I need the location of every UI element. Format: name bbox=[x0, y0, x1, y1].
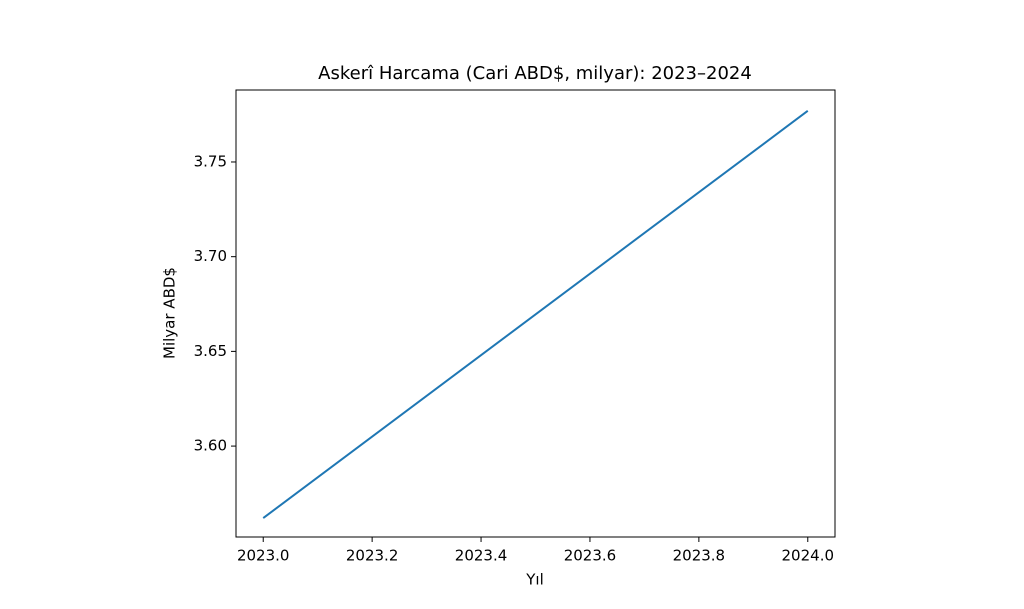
plot-frame bbox=[235, 89, 836, 538]
y-tick-label: 3.75 bbox=[194, 152, 227, 170]
x-tick-label: 2024.0 bbox=[782, 547, 835, 565]
x-tick-label: 2023.2 bbox=[346, 547, 399, 565]
y-tick-label: 3.60 bbox=[194, 437, 227, 455]
x-axis-label: Yıl bbox=[525, 571, 544, 589]
y-tick-label: 3.65 bbox=[194, 342, 227, 360]
x-tick-label: 2023.6 bbox=[564, 547, 617, 565]
x-tick-label: 2023.0 bbox=[237, 547, 290, 565]
y-tick-label: 3.70 bbox=[194, 247, 227, 265]
chart-title: Askerî Harcama (Cari ABD$, milyar): 2023… bbox=[318, 63, 752, 84]
y-axis-label: Milyar ABD$ bbox=[161, 267, 179, 359]
line bbox=[262, 110, 809, 519]
x-tick-label: 2023.8 bbox=[673, 547, 726, 565]
x-tick-label: 2023.4 bbox=[455, 547, 508, 565]
